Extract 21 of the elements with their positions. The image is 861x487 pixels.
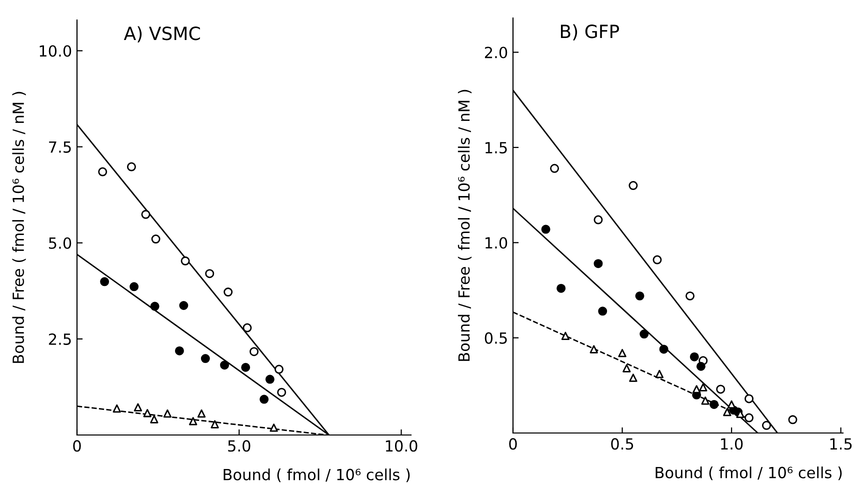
y-tick-label: 10.0 xyxy=(40,45,72,57)
y-tick-label: 7.5 xyxy=(49,141,71,153)
x-axis-title: Bound ( fmol / 10⁶ cells ) xyxy=(224,468,410,482)
x-tick-label: 1.0 xyxy=(721,438,743,450)
y-tick-label: 1.5 xyxy=(486,142,507,154)
chart-title: A) VSMC xyxy=(124,26,200,42)
y-tick-label: 2.0 xyxy=(484,46,508,58)
y-tick-label: 0.5 xyxy=(484,332,507,344)
x-tick-label: 0 xyxy=(73,440,81,452)
x-tick-label: 10.0 xyxy=(386,440,418,452)
x-tick-label: 0.5 xyxy=(611,438,634,450)
x-tick-label: 5.0 xyxy=(228,440,250,452)
x-axis-title: Bound ( fmol / 10⁶ cells ) xyxy=(656,466,842,480)
y-tick-label: 2.5 xyxy=(48,333,71,345)
x-tick-label: 0 xyxy=(509,438,517,450)
y-axis-title: Bound / Free ( fmol / 10⁶ cells / nM ) xyxy=(458,90,472,361)
chart-title: B) GFP xyxy=(560,24,620,40)
x-tick-label: 1.5 xyxy=(830,438,852,450)
y-tick-label: 5.0 xyxy=(49,237,72,249)
y-tick-label: 1.0 xyxy=(486,237,508,249)
y-axis-title: Bound / Free ( fmol / 10⁶ cells / nM ) xyxy=(12,92,26,363)
